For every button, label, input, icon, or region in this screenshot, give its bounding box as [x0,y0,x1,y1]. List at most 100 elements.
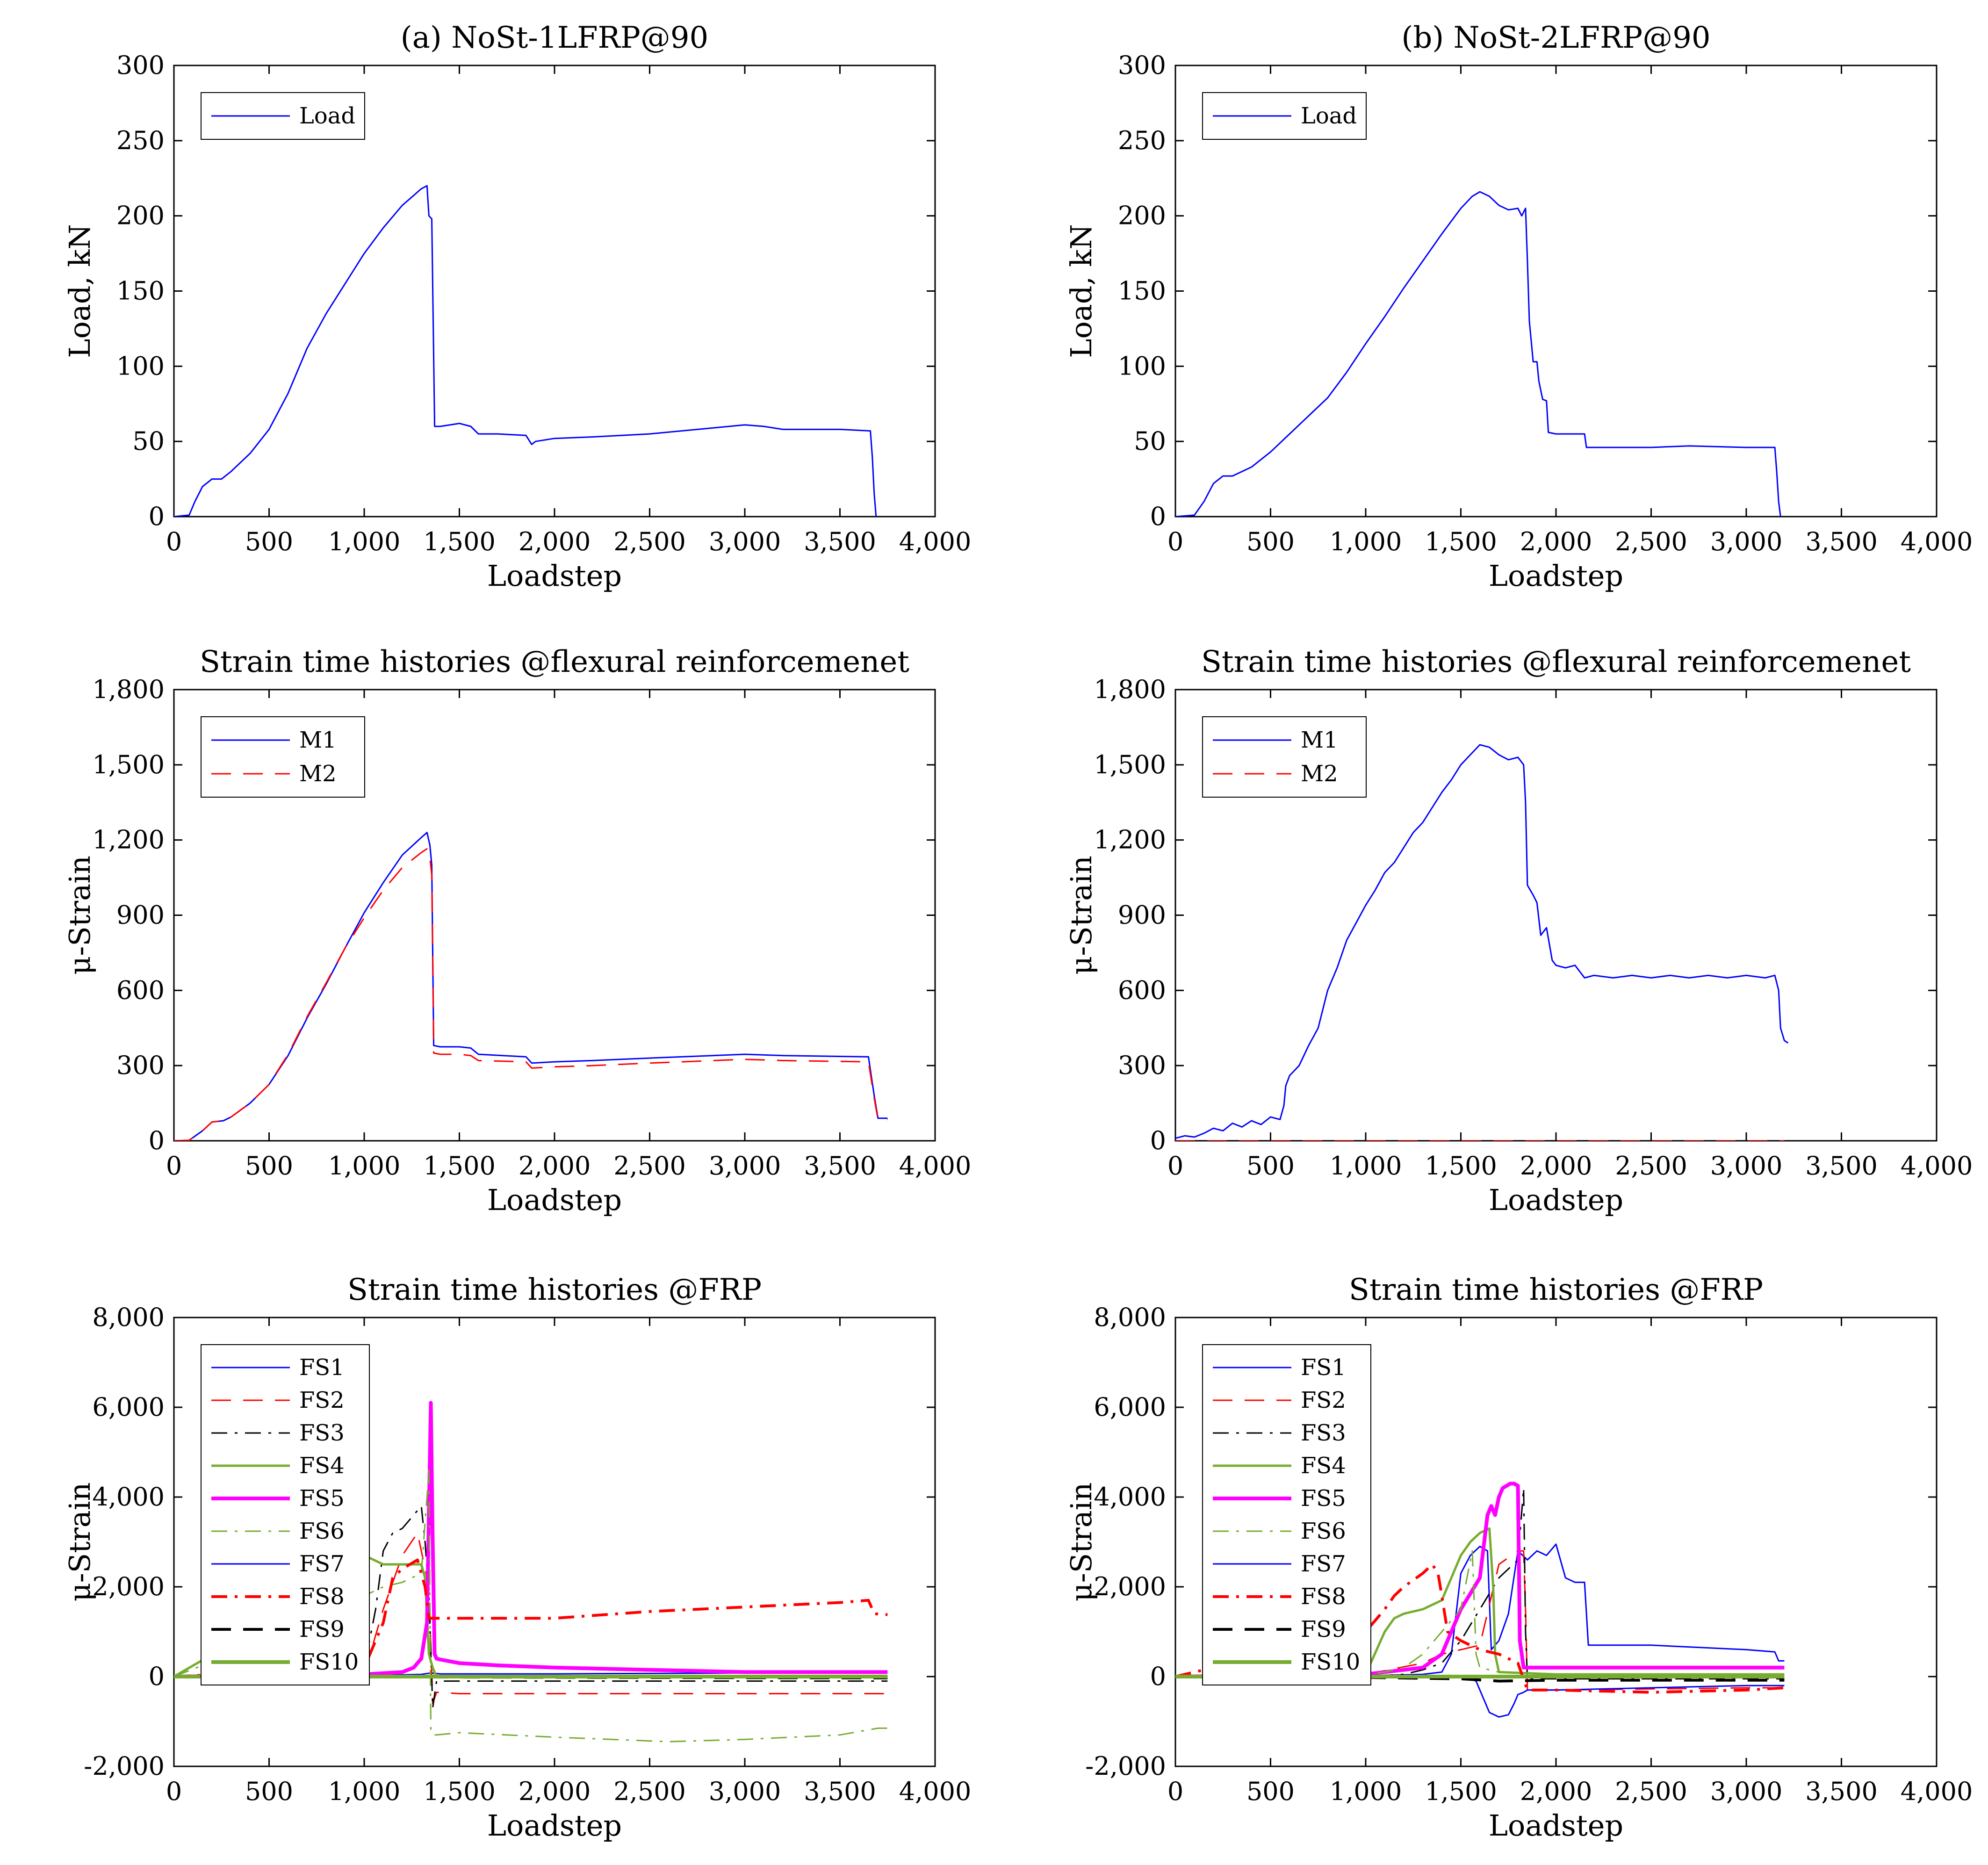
chart-a-load: 0 500 1,000 1,500 2,000 2,500 3,000 3,500 4,000 0… [63,21,971,593]
series-group [174,185,877,517]
y-tick-label: 150 [1118,276,1166,306]
y-tick-label: 150 [116,276,165,306]
series-line-fs9 [1175,1675,1785,1683]
legend-label: FS4 [299,1453,345,1479]
x-tick-label: 1,500 [1425,1777,1497,1806]
legend-label: FS9 [1301,1616,1346,1642]
y-axis-label: μ-Strain [63,1483,97,1602]
x-tick-label: 500 [245,1151,293,1181]
y-tick-label: 600 [116,975,165,1005]
x-tick-label: 1,000 [328,1151,401,1181]
x-tick-label: 1,500 [423,527,496,556]
y-tick-label: 900 [116,900,165,930]
series-line-fs8 [1175,1563,1785,1694]
y-tick-label: 50 [1134,426,1166,456]
x-tick-label: 4,000 [899,1151,972,1181]
y-axis-label: μ-Strain [63,856,97,975]
series-line-fs3 [174,1505,888,1709]
x-tick-label: 0 [1167,1151,1183,1181]
x-tick-label: 4,000 [899,527,972,556]
x-tick-label: 2,000 [519,527,591,556]
legend-label: FS8 [1301,1584,1346,1610]
series-line-load [174,185,877,517]
legend-label: FS9 [299,1616,345,1642]
y-tick-label: 0 [1150,502,1166,531]
x-tick-label: 4,000 [899,1777,972,1806]
x-tick-label: 3,000 [1710,1151,1783,1181]
x-tick-label: 3,500 [1805,1151,1878,1181]
y-tick-label: 1,800 [1094,675,1166,704]
legend-label: FS3 [299,1420,345,1446]
y-tick-label: 1,200 [92,825,165,855]
chart-b-frp: 0 500 1,000 1,500 2,000 2,500 3,000 3,500 4,000 -… [1064,1273,1973,1843]
x-tick-label: 3,500 [804,1777,876,1806]
y-tick-label: 1,800 [92,675,165,704]
y-tick-label: 4,000 [92,1482,165,1512]
x-axis-label: Loadstep [487,1808,622,1843]
y-tick-label: 0 [149,1662,165,1691]
legend: FS1 FS2 FS3 FS4 FS5 FS6 FS7 FS8 FS9 FS10 [1202,1344,1371,1685]
x-tick-label: 4,000 [1901,1777,1973,1806]
x-tick-label: 1,500 [423,1151,496,1181]
x-tick-label: 1,000 [1330,1151,1402,1181]
series-line-fs5 [174,1401,888,1678]
x-tick-label: 2,000 [1520,1151,1592,1181]
x-tick-label: 3,500 [804,527,876,556]
legend-label: M2 [299,761,337,787]
series-line-fs8 [174,1558,888,1678]
legend-label: Load [1301,103,1357,129]
x-tick-label: 1,000 [328,1777,401,1806]
y-tick-label: 600 [1118,975,1166,1005]
y-tick-label: 6,000 [92,1392,165,1422]
x-tick-label: 1,000 [328,527,401,556]
y-axis-label: Load, kN [63,224,97,358]
x-tick-label: 0 [166,527,182,556]
y-tick-label: 300 [1118,50,1166,80]
chart-title: (a) NoSt-1LFRP@90 [401,21,708,55]
legend-label: FS4 [1301,1453,1346,1479]
chart-title: Strain time histories @FRP [1349,1273,1763,1307]
legend-label: FS2 [1301,1387,1346,1413]
y-tick-label: 8,000 [92,1303,165,1332]
y-tick-label: 100 [116,351,165,381]
x-tick-label: 2,000 [519,1151,591,1181]
x-tick-label: 500 [1246,1777,1295,1806]
y-tick-label: -2,000 [1085,1751,1166,1781]
series-group [1175,191,1781,517]
chart-title: Strain time histories @flexural reinforc… [1201,645,1911,679]
series-line-fs5 [1175,1482,1785,1678]
chart-b-flexural: 0 500 1,000 1,500 2,000 2,500 3,000 3,500 4,000 0… [1064,645,1973,1217]
legend: Load [1202,92,1367,140]
x-tick-label: 500 [1246,1151,1295,1181]
legend-label: FS5 [299,1485,345,1512]
y-tick-label: 1,200 [1094,825,1166,855]
x-tick-label: 2,500 [613,1777,686,1806]
x-tick-label: 3,000 [709,1777,781,1806]
x-tick-label: 2,500 [613,1151,686,1181]
series-line-fs1 [1175,1543,1785,1678]
x-tick-label: 4,000 [1901,1151,1973,1181]
x-tick-label: 500 [1246,527,1295,556]
y-tick-label: 0 [1150,1126,1166,1155]
x-tick-label: 3,500 [1805,527,1878,556]
legend-label: FS8 [299,1584,345,1610]
series-group [1175,1482,1785,1718]
chart-title: (b) NoSt-2LFRP@90 [1401,21,1710,55]
x-tick-label: 4,000 [1901,527,1973,556]
y-tick-label: 4,000 [1094,1482,1166,1512]
legend-label: M1 [299,727,337,753]
x-tick-label: 0 [1167,527,1183,556]
x-tick-label: 2,500 [1615,1151,1687,1181]
series-line-fs4 [1175,1527,1785,1678]
legend-label: FS10 [1301,1649,1360,1675]
y-axis-label: μ-Strain [1064,856,1098,975]
x-tick-label: 3,000 [1710,1777,1783,1806]
legend-label: Load [299,103,355,129]
legend-label: M1 [1301,727,1338,753]
x-tick-label: 1,000 [1330,527,1402,556]
x-tick-label: 2,000 [1520,527,1592,556]
y-tick-label: 8,000 [1094,1303,1166,1332]
x-tick-label: 2,500 [1615,527,1687,556]
y-axis-label: μ-Strain [1064,1483,1098,1602]
legend-label: FS10 [299,1649,359,1675]
